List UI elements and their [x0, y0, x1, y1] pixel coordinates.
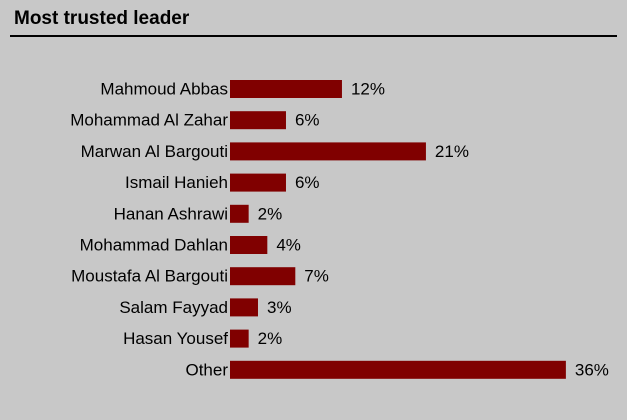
category-label: Other [185, 360, 228, 379]
category-label: Moustafa Al Bargouti [71, 267, 228, 286]
bar [230, 298, 258, 317]
bar [230, 236, 268, 254]
category-label: Mahmoud Abbas [100, 79, 228, 98]
value-label: 36% [575, 360, 609, 379]
value-label: 2% [258, 204, 283, 223]
value-label: 2% [258, 329, 283, 348]
chart-title: Most trusted leader [14, 8, 190, 29]
value-label: 3% [267, 298, 292, 317]
category-label: Hasan Yousef [123, 329, 228, 348]
bar [230, 267, 296, 286]
category-label: Hanan Ashrawi [114, 204, 228, 223]
bar [230, 360, 566, 379]
value-label: 21% [435, 142, 469, 161]
bar [230, 204, 249, 223]
value-label: 6% [295, 173, 320, 192]
value-label: 4% [276, 235, 301, 254]
bar [230, 173, 286, 192]
value-label: 7% [304, 267, 329, 286]
category-label: Mohammad Dahlan [80, 235, 228, 254]
value-label: 6% [295, 111, 320, 130]
bar [230, 80, 342, 98]
category-label: Ismail Hanieh [125, 173, 228, 192]
bar [230, 329, 249, 348]
category-label: Salam Fayyad [119, 298, 228, 317]
bar [230, 142, 426, 161]
value-label: 12% [351, 79, 385, 98]
category-label: Marwan Al Bargouti [81, 142, 228, 161]
bar [230, 111, 286, 130]
category-label: Mohammad Al Zahar [70, 111, 228, 130]
